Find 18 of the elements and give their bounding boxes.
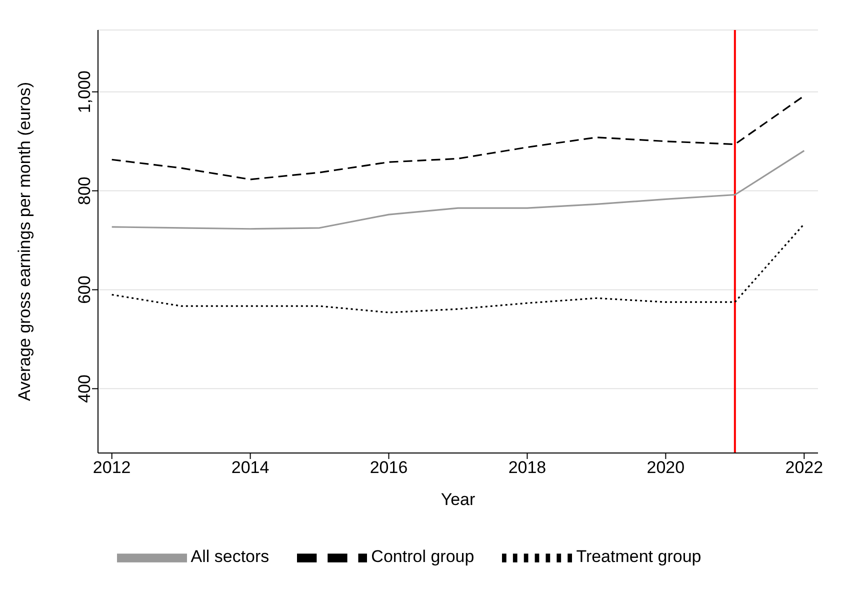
y-tick-label: 600	[75, 276, 94, 304]
y-axis-title: Average gross earnings per month (euros)	[15, 82, 34, 402]
legend-label: Treatment group	[576, 547, 702, 566]
x-tick-label: 2022	[785, 458, 824, 478]
line-series	[111, 223, 805, 314]
y-tick-label: 800	[75, 176, 94, 205]
x-axis-title: Year	[440, 490, 476, 509]
legend-label: Control group	[371, 547, 474, 566]
x-tick-label: 2018	[508, 458, 546, 478]
line-series	[111, 95, 805, 180]
y-tick-label: 400	[75, 374, 94, 403]
x-tick-label: 2012	[92, 458, 131, 478]
line-series	[111, 150, 805, 230]
x-tick-label: 2020	[646, 458, 685, 478]
y-tick-label: 1,000	[75, 70, 94, 114]
x-tick-label: 2016	[370, 458, 408, 478]
legend-label: All sectors	[190, 547, 270, 566]
x-tick-label: 2014	[231, 458, 270, 478]
